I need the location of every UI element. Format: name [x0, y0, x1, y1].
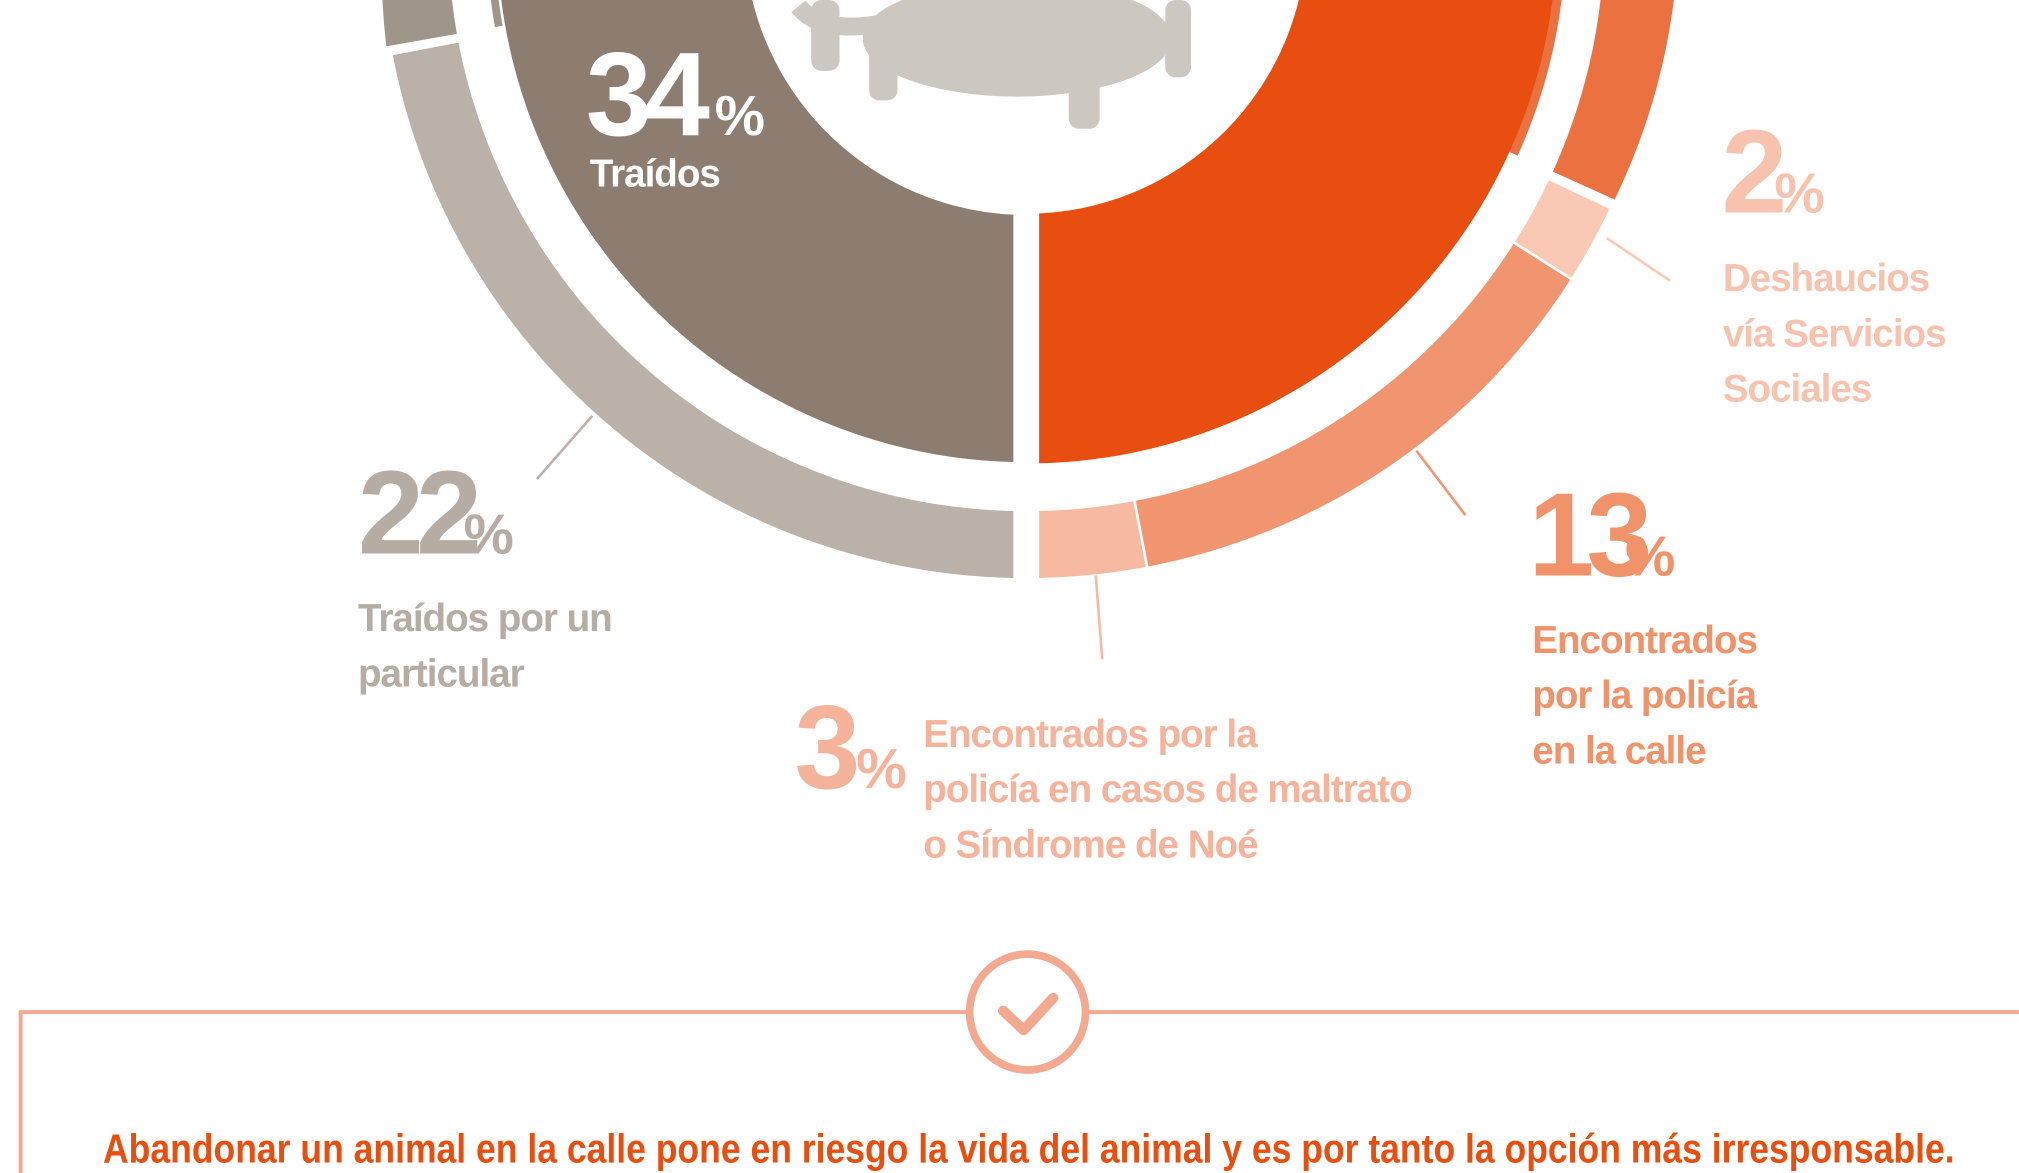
unit-label: % [715, 85, 765, 148]
category-label: vía Servicios [1723, 312, 1946, 355]
center-gap [1013, 206, 1039, 592]
category-label: Encontrados por la [923, 713, 1258, 756]
value-label: 34 [586, 29, 710, 161]
category-label: Deshaucios [1723, 257, 1929, 300]
category-label: en la calle [1532, 730, 1706, 773]
category-label: policía en casos de maltrato [923, 768, 1412, 811]
value-label: 3 [794, 682, 856, 814]
category-label: por la policía [1532, 674, 1757, 717]
category-label: Traídos [590, 153, 720, 196]
category-label: particular [358, 652, 525, 695]
category-label: Sociales [1723, 368, 1871, 411]
category-label: Encontrados [1532, 619, 1757, 662]
value-label: 22 [358, 448, 478, 580]
category-label: o Síndrome de Noé [923, 824, 1258, 867]
infographic: 34% Traídos 22% Traídos por un particular 3% E… [0, 0, 2019, 1173]
category-label: Traídos por un [358, 597, 612, 640]
unit-label: % [464, 504, 514, 567]
footer-text: Abandonar un animal en la calle pone en … [103, 1126, 1955, 1172]
unit-label: % [856, 738, 906, 801]
check-circle [970, 954, 1086, 1070]
unit-label: % [1625, 526, 1675, 589]
unit-label: % [1774, 162, 1824, 225]
